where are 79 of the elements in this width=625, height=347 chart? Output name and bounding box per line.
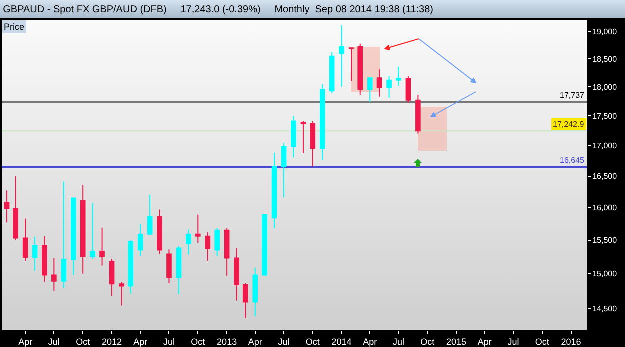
y-tick-label: 15,000 bbox=[592, 270, 618, 279]
x-tick-label: Apr bbox=[134, 336, 148, 347]
x-tick-label: Apr bbox=[363, 336, 378, 347]
candlestick bbox=[329, 52, 335, 94]
x-tick-label: 2012 bbox=[102, 336, 122, 347]
candlestick bbox=[310, 120, 316, 168]
x-tick-label: Jul bbox=[163, 336, 175, 347]
y-tick-label: 15,500 bbox=[592, 236, 618, 246]
candlestick bbox=[396, 66, 402, 87]
candlestick bbox=[242, 282, 248, 320]
candlestick bbox=[272, 152, 278, 229]
candlestick bbox=[205, 232, 211, 262]
chart-title: GBPAUD - Spot FX GBP/AUD (DFB) 17,243.0 (-0.39%) Monthly Sep 08 2014 19:38 (11:38) bbox=[3, 4, 434, 16]
y-tick-label: 17,500 bbox=[592, 112, 618, 121]
candlestick bbox=[416, 94, 421, 134]
candlestick bbox=[367, 78, 373, 103]
ref-line-label: 16,645 bbox=[560, 156, 586, 165]
candlestick bbox=[291, 116, 296, 158]
x-tick-label: Jul bbox=[392, 336, 404, 347]
x-tick-label: Jul bbox=[48, 336, 60, 347]
candlestick bbox=[224, 228, 230, 276]
y-tick-label: 18,000 bbox=[592, 82, 618, 92]
y-tick-label: 17,000 bbox=[592, 141, 618, 150]
candlestick bbox=[80, 184, 86, 274]
candlestick bbox=[157, 209, 162, 255]
x-tick-label: Oct bbox=[306, 336, 320, 347]
candlestick bbox=[138, 223, 144, 257]
candlestick bbox=[300, 120, 306, 154]
candlestick bbox=[128, 240, 134, 294]
x-tick-label: Apr bbox=[478, 336, 492, 347]
x-tick-label: 2013 bbox=[217, 336, 238, 347]
candlestick bbox=[119, 282, 124, 306]
x-tick-label: Oct bbox=[420, 336, 436, 347]
x-tick-label: Oct bbox=[535, 336, 550, 347]
candlestick bbox=[186, 229, 192, 256]
candlestick bbox=[90, 202, 96, 260]
y-tick-label: 18,500 bbox=[592, 54, 618, 64]
y-tick-label: 19,000 bbox=[592, 28, 618, 37]
candlestick bbox=[320, 84, 326, 161]
candlestick bbox=[339, 24, 344, 88]
candlestick bbox=[234, 248, 240, 302]
candlestick bbox=[100, 227, 105, 266]
candlestick bbox=[147, 194, 153, 236]
candlestick bbox=[22, 218, 28, 262]
x-tick-label: 2016 bbox=[561, 336, 582, 347]
y-tick-label: 16,000 bbox=[592, 204, 618, 213]
ref-line-label: 17,737 bbox=[560, 91, 586, 100]
candlestick bbox=[13, 176, 18, 241]
candlestick bbox=[61, 181, 67, 289]
candlestick bbox=[358, 43, 364, 96]
x-tick-label: 2014 bbox=[332, 336, 352, 347]
candlestick bbox=[214, 228, 220, 257]
candlestick bbox=[262, 214, 268, 276]
x-tick-label: Jul bbox=[278, 336, 290, 347]
candlestick bbox=[176, 246, 182, 296]
y-tick-label: 14,500 bbox=[592, 304, 618, 314]
ref-line-label: 17,242.9 bbox=[553, 120, 585, 129]
candlestick bbox=[52, 258, 57, 292]
candlestick bbox=[406, 76, 412, 104]
y-tick-label: 16,500 bbox=[592, 172, 618, 182]
candlestick bbox=[376, 69, 382, 98]
candlestick bbox=[42, 236, 48, 283]
candlestick bbox=[252, 267, 258, 317]
candlestick bbox=[71, 198, 76, 276]
candlestick bbox=[348, 48, 354, 82]
candlestick bbox=[166, 249, 172, 284]
candlestick bbox=[281, 142, 287, 198]
candlestick bbox=[32, 236, 38, 272]
candlestick bbox=[196, 214, 201, 244]
candlestick bbox=[4, 190, 10, 224]
candlestick bbox=[109, 258, 115, 296]
x-tick-label: Apr bbox=[18, 336, 33, 347]
x-tick-label: Oct bbox=[191, 336, 206, 347]
x-tick-label: Apr bbox=[248, 336, 262, 347]
candlestick bbox=[386, 76, 392, 99]
annotation: Price bbox=[4, 22, 25, 32]
x-tick-label: Oct bbox=[76, 336, 91, 347]
x-tick-label: 2015 bbox=[446, 336, 467, 347]
x-tick-label: Jul bbox=[508, 336, 520, 347]
